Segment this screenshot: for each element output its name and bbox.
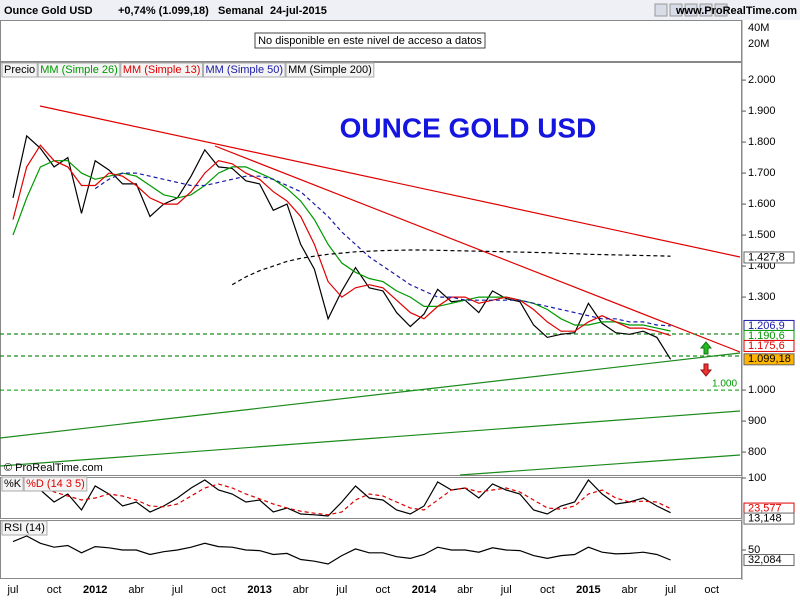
- y-tick-label: 50: [748, 544, 760, 556]
- legend-label: MM (Simple 50): [205, 64, 283, 76]
- x-tick-label: 2012: [83, 584, 107, 596]
- value-label: 1.099,18: [748, 353, 791, 365]
- series-line: [231, 249, 671, 286]
- icon[interactable]: [654, 3, 668, 17]
- legend-label: MM (Simple 200): [288, 64, 372, 76]
- notice-box: [254, 32, 486, 49]
- y-tick-label: 100: [748, 472, 766, 484]
- top-bar: [0, 0, 800, 20]
- notice: No disponible en este nivel de acceso a …: [258, 35, 482, 47]
- volume-tick: 20M: [748, 38, 769, 50]
- x-tick-label: oct: [376, 584, 391, 596]
- x-tick-label: jul: [6, 584, 18, 596]
- x-tick-label: jul: [664, 584, 676, 596]
- legend-label: %K: [4, 478, 22, 490]
- value-label-box: [743, 554, 795, 567]
- value-label-box: [743, 512, 795, 525]
- value-label: 1.427,8: [748, 251, 785, 263]
- level-label: 1.000: [712, 379, 737, 390]
- x-tick-label: abr: [622, 584, 638, 596]
- x-tick-label: abr: [128, 584, 144, 596]
- legend-label: MM (Simple 26): [40, 64, 118, 76]
- legend-box: [37, 62, 121, 78]
- trendline: [39, 105, 741, 258]
- x-tick-label: oct: [540, 584, 555, 596]
- x-tick-label: abr: [293, 584, 309, 596]
- series-line: [12, 535, 671, 565]
- icon[interactable]: [684, 3, 698, 17]
- value-label: 13,148: [748, 512, 782, 524]
- value-label: 1.206,9: [748, 320, 785, 332]
- y-tick-label: 1.600: [748, 198, 776, 210]
- trendlines: [0, 105, 741, 476]
- trendline: [0, 410, 741, 467]
- big-title: OUNCE GOLD USD: [340, 112, 597, 143]
- x-tick-label: abr: [457, 584, 473, 596]
- value-label: 32,084: [748, 554, 782, 566]
- legend-box: [285, 62, 375, 78]
- x-tick-label: oct: [704, 584, 719, 596]
- x-tick-label: oct: [47, 584, 62, 596]
- value-label: 23,577: [748, 502, 782, 514]
- legend-label: %D (14 3 5): [26, 478, 85, 490]
- volume-tick: 40M: [748, 22, 769, 34]
- x-tick-label: 2015: [576, 584, 600, 596]
- value-label-box: [743, 339, 795, 352]
- up-arrow: [699, 341, 713, 355]
- series-line: [12, 479, 671, 517]
- x-tick-label: oct: [211, 584, 226, 596]
- legend-label: Precio: [4, 64, 35, 76]
- y-tick-label: 1.500: [748, 229, 776, 241]
- x-tick-label: 2013: [247, 584, 271, 596]
- down-arrow: [699, 363, 713, 377]
- y-tick-label: 1.300: [748, 291, 776, 303]
- value-label: 1.190,6: [748, 330, 785, 342]
- icon[interactable]: [669, 3, 683, 17]
- legend-label: MM (Simple 13): [123, 64, 201, 76]
- icon[interactable]: [714, 3, 728, 17]
- value-label-box: [743, 353, 795, 366]
- legend-box: [1, 476, 24, 492]
- y-tick-label: 800: [748, 446, 766, 458]
- site: www.ProRealTime.com: [675, 5, 797, 17]
- series-line: [12, 134, 672, 360]
- change: +0,74% (1.099,18): [118, 5, 209, 17]
- trendline: [214, 145, 741, 353]
- series-line: [12, 483, 671, 516]
- series-line: [12, 144, 671, 337]
- y-tick-label: 1.800: [748, 136, 776, 148]
- series-line: [94, 172, 671, 327]
- legend-box: [1, 520, 48, 536]
- y-tick-label: 1.700: [748, 167, 776, 179]
- trendline: [459, 454, 741, 476]
- value-label-box: [743, 251, 795, 264]
- x-tick-label: jul: [335, 584, 347, 596]
- legend-box: [202, 62, 286, 78]
- copyright: © ProRealTime.com: [4, 462, 103, 474]
- icon[interactable]: [699, 3, 713, 17]
- y-tick-label: 1.000: [748, 384, 776, 396]
- period: Semanal: [218, 5, 263, 17]
- legend-box: [120, 62, 203, 78]
- x-tick-label: jul: [171, 584, 183, 596]
- value-label: 1.175,6: [748, 340, 785, 352]
- y-tick-label: 2.000: [748, 74, 776, 86]
- y-tick-label: 1.900: [748, 105, 776, 117]
- legend-label: RSI (14): [4, 522, 45, 534]
- legend-box: [23, 476, 88, 492]
- x-tick-label: jul: [500, 584, 512, 596]
- toolbar-icons: [654, 3, 728, 17]
- date: 24-jul-2015: [270, 5, 327, 17]
- trendline: [0, 352, 741, 439]
- legend-box: [1, 62, 38, 78]
- y-tick-label: 900: [748, 415, 766, 427]
- instrument: Ounce Gold USD: [4, 5, 93, 17]
- x-tick-label: 2014: [412, 584, 437, 596]
